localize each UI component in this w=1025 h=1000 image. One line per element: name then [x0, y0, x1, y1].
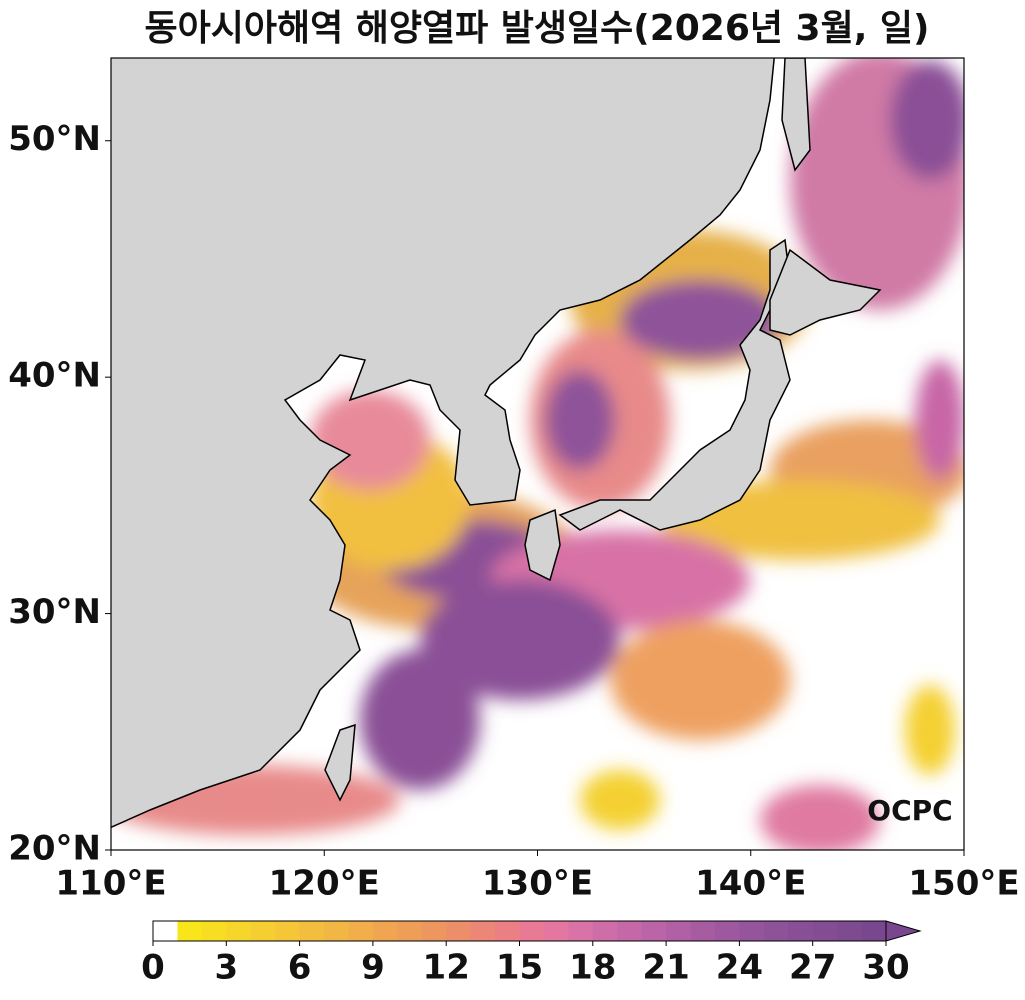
y-tick-label: 20°N [8, 829, 101, 869]
x-tick-label: 110°E [55, 864, 166, 904]
colorbar-segment [763, 921, 789, 941]
axes: 110°E 120°E 130°E 140°E 150°E 20°N 30°N 40°N 50°… [8, 119, 1019, 903]
map-field [111, 58, 964, 850]
colorbar-segment [641, 921, 667, 941]
x-tick-label: 130°E [482, 864, 593, 904]
colorbar-tick-label: 18 [569, 948, 616, 988]
colorbar-segment [739, 921, 765, 941]
colorbar-segment [690, 921, 716, 941]
colorbar-segment [226, 921, 252, 941]
colorbar-segment [495, 921, 520, 941]
colorbar-segment [592, 921, 618, 941]
colorbar-tick-label: 3 [214, 948, 238, 988]
colorbar: 0 3 6 9 12 15 18 21 24 27 30 [141, 920, 922, 988]
colorbar-segment [397, 921, 423, 941]
colorbar-tick-label: 15 [496, 948, 543, 988]
colorbar-tick-label: 6 [288, 948, 312, 988]
colorbar-tick-label: 27 [789, 948, 836, 988]
title: 동아시아해역 해양열파 발생일수(2026년 3월, 일) [145, 8, 930, 49]
colorbar-segment [617, 921, 643, 941]
colorbar-segment [812, 921, 838, 941]
colorbar-segment [421, 921, 447, 941]
colorbar-segment [201, 921, 227, 941]
colorbar-segment [372, 921, 398, 941]
colorbar-segment [324, 921, 349, 941]
colorbar-tick-label: 12 [423, 948, 470, 988]
colorbar-segment [666, 921, 692, 941]
colorbar-segment [568, 921, 594, 941]
colorbar-segment [519, 921, 545, 941]
colorbar-tick-label: 21 [642, 948, 689, 988]
colorbar-tick-label: 30 [862, 948, 909, 988]
colorbar-tick-label: 9 [361, 948, 385, 988]
y-tick-label: 50°N [8, 119, 101, 159]
y-tick-label: 40°N [8, 356, 101, 396]
colorbar-segment [543, 921, 569, 941]
colorbar-tick-label: 24 [716, 948, 763, 988]
land [111, 58, 882, 829]
colorbar-segment [788, 921, 814, 941]
colorbar-segment [275, 921, 301, 941]
colorbar-extend [885, 920, 922, 942]
colorbar-segment [153, 921, 178, 941]
colorbar-segment [470, 921, 496, 941]
colorbar-segment [446, 921, 472, 941]
colorbar-segment [348, 921, 374, 941]
x-tick-label: 120°E [269, 864, 380, 904]
colorbar-segment [837, 921, 863, 941]
logo: OCPC [867, 794, 952, 827]
colorbar-segment [250, 921, 276, 941]
x-tick-label: 140°E [695, 864, 806, 904]
colorbar-segment [299, 921, 325, 941]
colorbar-segment [861, 921, 887, 941]
colorbar-tick-label: 0 [141, 948, 165, 988]
y-tick-label: 30°N [8, 592, 101, 632]
x-tick-label: 150°E [908, 864, 1019, 904]
heat-field [111, 58, 964, 850]
colorbar-segment [714, 921, 740, 941]
colorbar-segment [177, 921, 203, 941]
